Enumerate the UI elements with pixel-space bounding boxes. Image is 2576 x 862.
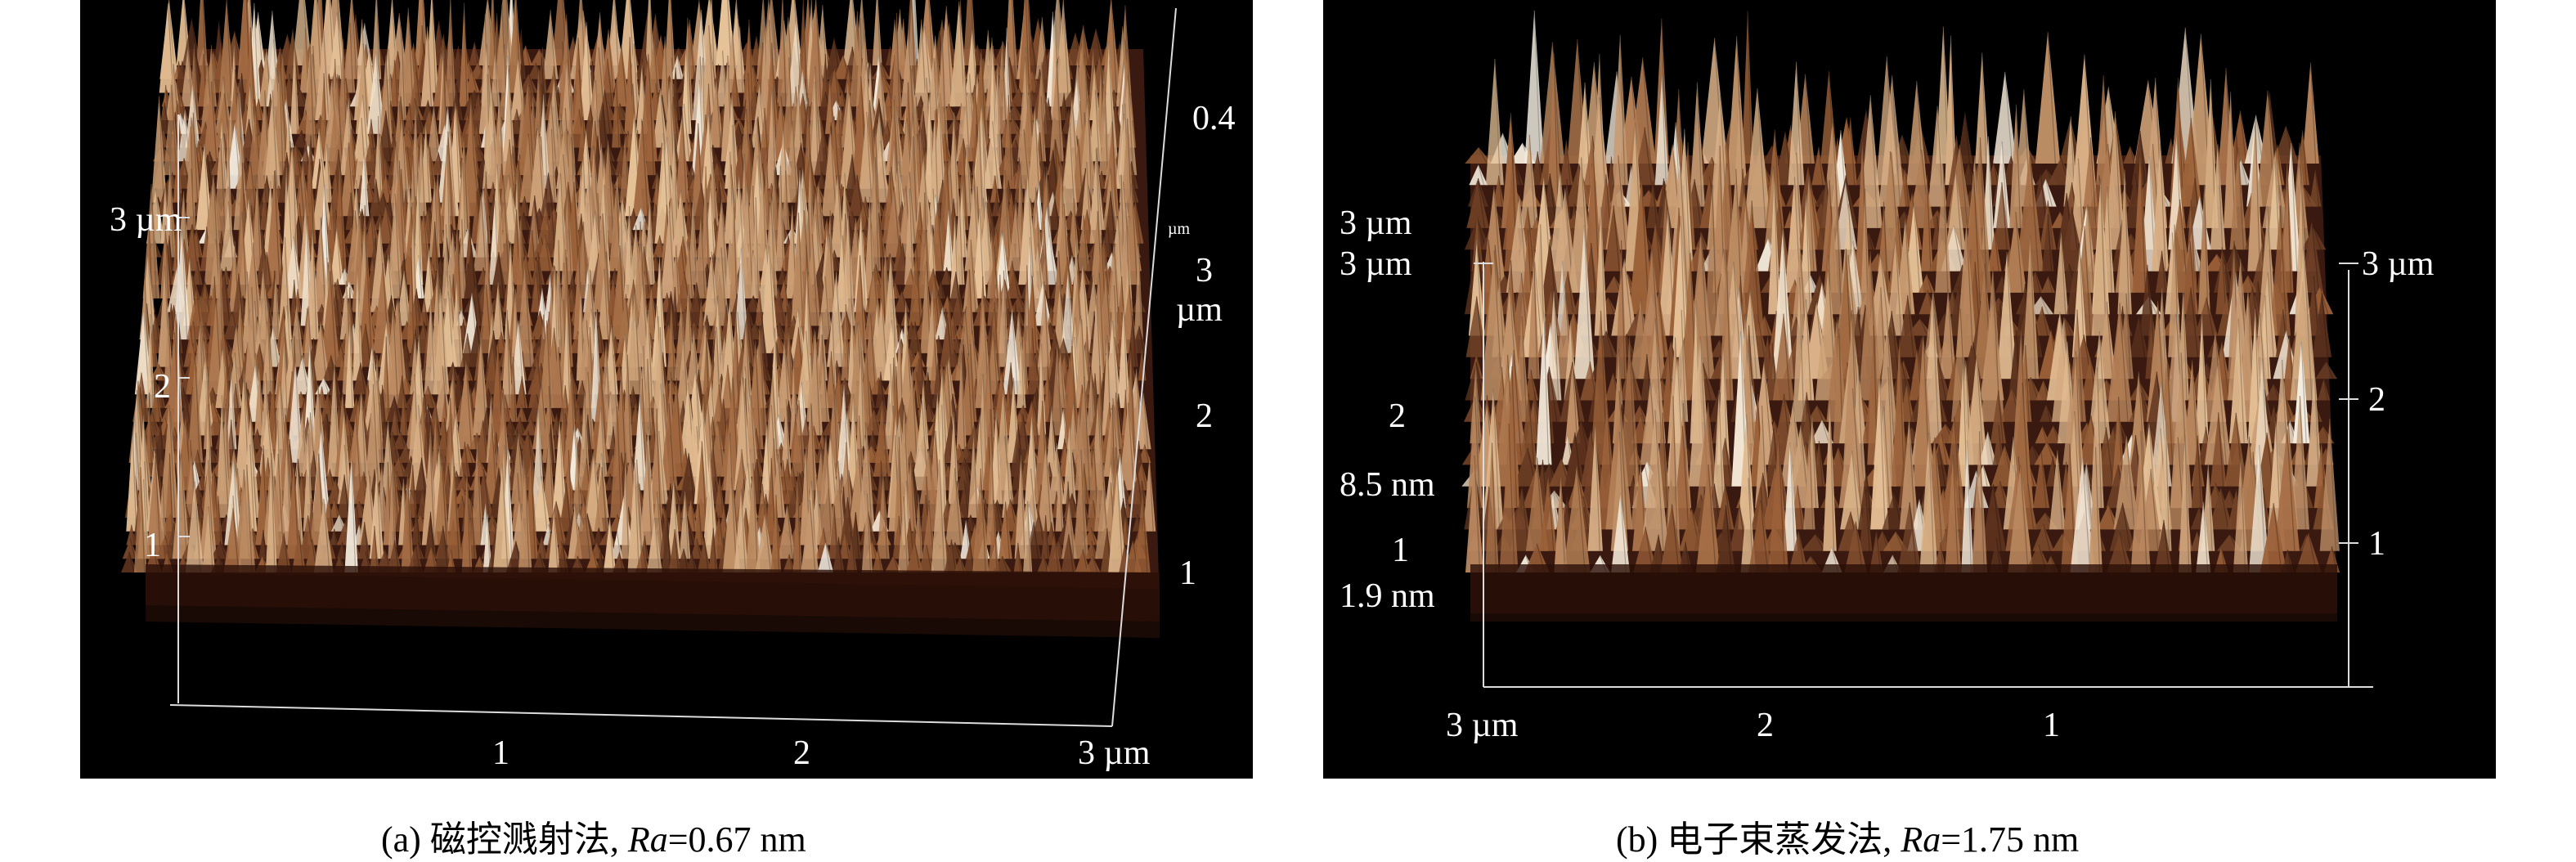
- axis-label-left-3um-b: 3 µm: [1340, 245, 1412, 283]
- axis-label-z-unit: µm: [1168, 220, 1191, 238]
- caption-a-ra-symbol: Ra: [627, 819, 668, 860]
- caption-b: (b) 电子束蒸发法, Ra=1.75 nm: [1616, 810, 2079, 862]
- afm-surface-b: [1461, 10, 2373, 688]
- axis-label-left-3um-a: 3 µm: [1340, 204, 1412, 242]
- caption-a-ra-value: =0.67 nm: [667, 819, 806, 860]
- axis-line-bottom-a: [169, 704, 1113, 727]
- axis-label-right-2: 2: [1196, 397, 1213, 435]
- axis-label-bottom-1: 1: [2043, 707, 2060, 744]
- caption-b-ra-value: =1.75 nm: [1941, 819, 2080, 860]
- axis-label-left-3um: 3 µm: [110, 201, 182, 239]
- axis-label-z-max: 8.5 nm: [1340, 466, 1435, 504]
- axis-label-left-1: 1: [1392, 532, 1409, 569]
- caption-b-ra-symbol: Ra: [1901, 819, 1941, 860]
- axis-label-right-2: 2: [2368, 381, 2385, 419]
- axis-line-right-a: [1111, 7, 1177, 727]
- axis-label-bottom-3um: 3 µm: [1446, 707, 1519, 744]
- axis-label-left-2: 2: [154, 368, 171, 406]
- axis-label-right-1: 1: [1179, 554, 1196, 592]
- axis-label-right-1: 1: [2368, 525, 2385, 563]
- axis-label-right-3: 3: [1196, 252, 1213, 290]
- axis-label-bottom-2: 2: [793, 734, 810, 772]
- caption-b-label: (b) 电子束蒸发法,: [1616, 819, 1901, 860]
- caption-a-label: (a) 磁控溅射法,: [381, 819, 628, 860]
- axis-label-z-min: 1.9 nm: [1340, 577, 1435, 615]
- afm-image-a: 3 µm 2 1 0.4 µm 3 µm 2 1 1 2 3 µm: [80, 0, 1253, 779]
- axis-label-left-2: 2: [1389, 397, 1406, 435]
- axis-label-right-um: µm: [1176, 291, 1223, 329]
- axis-label-left-1: 1: [144, 527, 161, 564]
- axis-label-bottom-2: 2: [1757, 707, 1774, 744]
- axis-label-bottom-1: 1: [492, 734, 509, 772]
- axis-label-right-3um: 3 µm: [2362, 245, 2435, 283]
- afm-surface-a: [121, 0, 1177, 727]
- axis-label-z-max: 0.4: [1192, 100, 1236, 137]
- afm-image-b: 3 µm 3 µm 2 8.5 nm 1 1.9 nm 3 µm 2 1 3 µ…: [1323, 0, 2496, 779]
- axis-label-bottom-3um: 3 µm: [1078, 734, 1151, 772]
- caption-a: (a) 磁控溅射法, Ra=0.67 nm: [381, 810, 806, 862]
